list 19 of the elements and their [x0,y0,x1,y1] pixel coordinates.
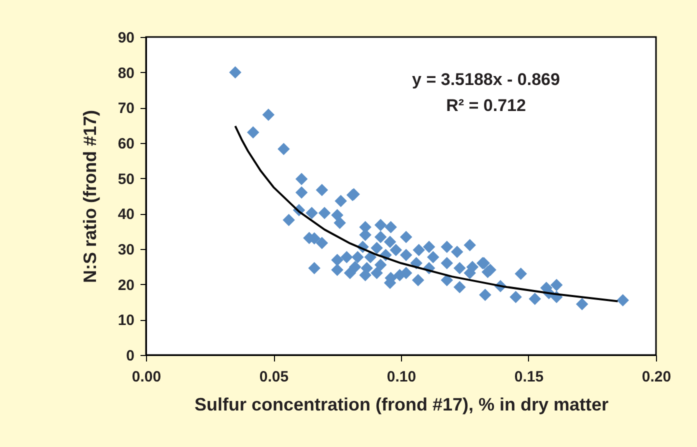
y-tick-label: 0 [126,348,134,364]
x-tick-label: 0.20 [642,368,672,386]
y-tick-label: 30 [118,242,134,258]
x-tick-label: 0.10 [386,368,416,386]
y-tick-label: 50 [118,170,134,188]
y-tick-label: 40 [118,206,134,224]
y-tick-label: 10 [118,312,134,330]
y-axis-title: N:S ratio (frond #17) [80,110,100,284]
annotation: y = 3.5188x - 0.869 [412,70,560,89]
y-tick-label: 90 [118,30,134,46]
y-tick-label: 60 [118,136,134,152]
y-tick-label: 80 [118,64,134,82]
y-tick-label: 20 [118,276,134,294]
x-axis-title: Sulfur concentration (frond #17), % in dry matter [194,394,609,414]
x-tick-label: 0.15 [514,368,544,386]
x-tick-label: 0.00 [132,368,162,386]
y-tick-label: 70 [118,100,134,118]
x-tick-label: 0.05 [259,368,289,386]
annotation: R² = 0.712 [446,96,526,115]
